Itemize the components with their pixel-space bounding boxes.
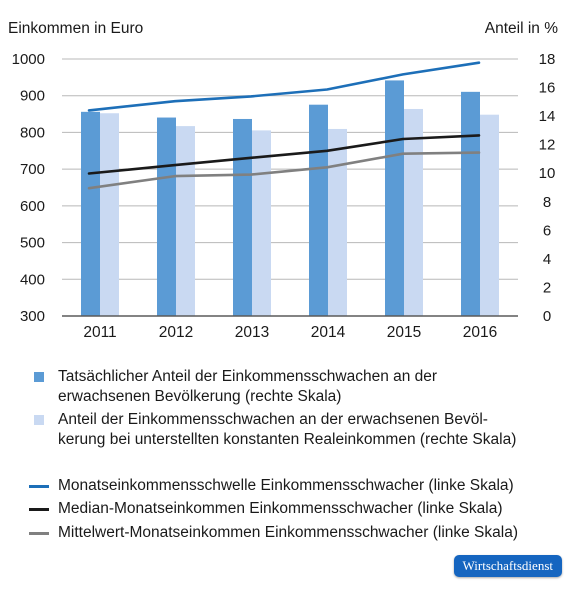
legend-item-mean: Mittelwert-Monatseinkommen Einkommenssch…: [29, 523, 518, 543]
bar-series1-2013: [233, 118, 252, 316]
legend-swatch-mean: [29, 532, 49, 535]
combo-chart: 300 400 500 600 700 800 900 1000 0 2 4 6 8 10 12 14 16 18…: [8, 20, 558, 341]
x-tick-2012: 2012: [159, 324, 193, 341]
y-right-tick-0: 0: [543, 308, 551, 325]
bar-series1-2012: [157, 117, 176, 317]
y-left-tick-800: 800: [20, 124, 45, 141]
y-right-tick-2: 2: [543, 279, 551, 296]
y-right-tick-6: 6: [543, 222, 551, 239]
legend-swatch-actual-share: [34, 372, 44, 382]
y-left-tick-900: 900: [20, 88, 45, 105]
bar-series1-2015: [385, 80, 404, 317]
y-left-tick-700: 700: [20, 161, 45, 178]
y-right-tick-14: 14: [539, 108, 556, 125]
y-left-tick-600: 600: [20, 198, 45, 215]
legend-label-actual-share: Tatsächlicher Anteil der Einkommensschwa…: [58, 368, 438, 405]
y-right-tick-12: 12: [539, 137, 556, 154]
bar-series2-2016: [480, 114, 499, 316]
legend-label-constant-real-share: Anteil der Einkommensschwachen an der er…: [58, 411, 517, 448]
bar-series2-2011: [100, 113, 119, 316]
x-tick-2015: 2015: [387, 324, 421, 341]
y-right-axis-label: Anteil in %: [485, 20, 558, 37]
y-right-tick-8: 8: [543, 194, 551, 211]
y-right-tick-18: 18: [539, 51, 556, 68]
y-left-tick-300: 300: [20, 308, 45, 325]
x-tick-2013: 2013: [235, 324, 269, 341]
line-series-1: [87, 61, 481, 112]
y-right-tick-16: 16: [539, 80, 556, 97]
publisher-badge: Wirtschaftsdienst: [453, 555, 562, 577]
legend-item-median: Median-Monatseinkommen Einkommensschwach…: [29, 499, 503, 519]
x-tick-2016: 2016: [463, 324, 497, 341]
x-tick-2011: 2011: [83, 324, 116, 341]
bar-series2-2014: [328, 128, 347, 316]
legend-swatch-threshold: [29, 485, 49, 488]
legend-item-actual-share: Tatsächlicher Anteil der Einkommensschwa…: [34, 367, 437, 407]
y-left-axis-label: Einkommen in Euro: [8, 20, 143, 37]
legend-item-constant-real-share: Anteil der Einkommensschwachen an der er…: [34, 410, 516, 450]
y-right-tick-10: 10: [539, 165, 556, 182]
y-left-tick-400: 400: [20, 271, 45, 288]
legend-label-median: Median-Monatseinkommen Einkommensschwach…: [58, 500, 503, 517]
y-left-tick-500: 500: [20, 235, 45, 252]
line-series-3: [87, 151, 481, 190]
bar-series1-2011: [81, 111, 100, 316]
bar-series2-2012: [176, 126, 195, 316]
bar-series1-2014: [309, 104, 328, 316]
bar-series2-2015: [404, 108, 423, 316]
y-left-tick-1000: 1000: [12, 51, 45, 68]
bar-series1-2016: [461, 91, 480, 316]
legend-swatch-constant-real-share: [34, 415, 44, 425]
legend-label-threshold: Monatseinkommensschwelle Einkommensschwa…: [58, 477, 514, 494]
x-tick-2014: 2014: [311, 324, 346, 341]
y-right-tick-4: 4: [543, 251, 551, 268]
line-series-2: [87, 134, 481, 175]
legend-swatch-median: [29, 508, 49, 511]
legend-item-threshold: Monatseinkommensschwelle Einkommensschwa…: [29, 476, 514, 496]
legend-label-mean: Mittelwert-Monatseinkommen Einkommenssch…: [58, 524, 518, 541]
bar-series2-2013: [252, 130, 271, 316]
